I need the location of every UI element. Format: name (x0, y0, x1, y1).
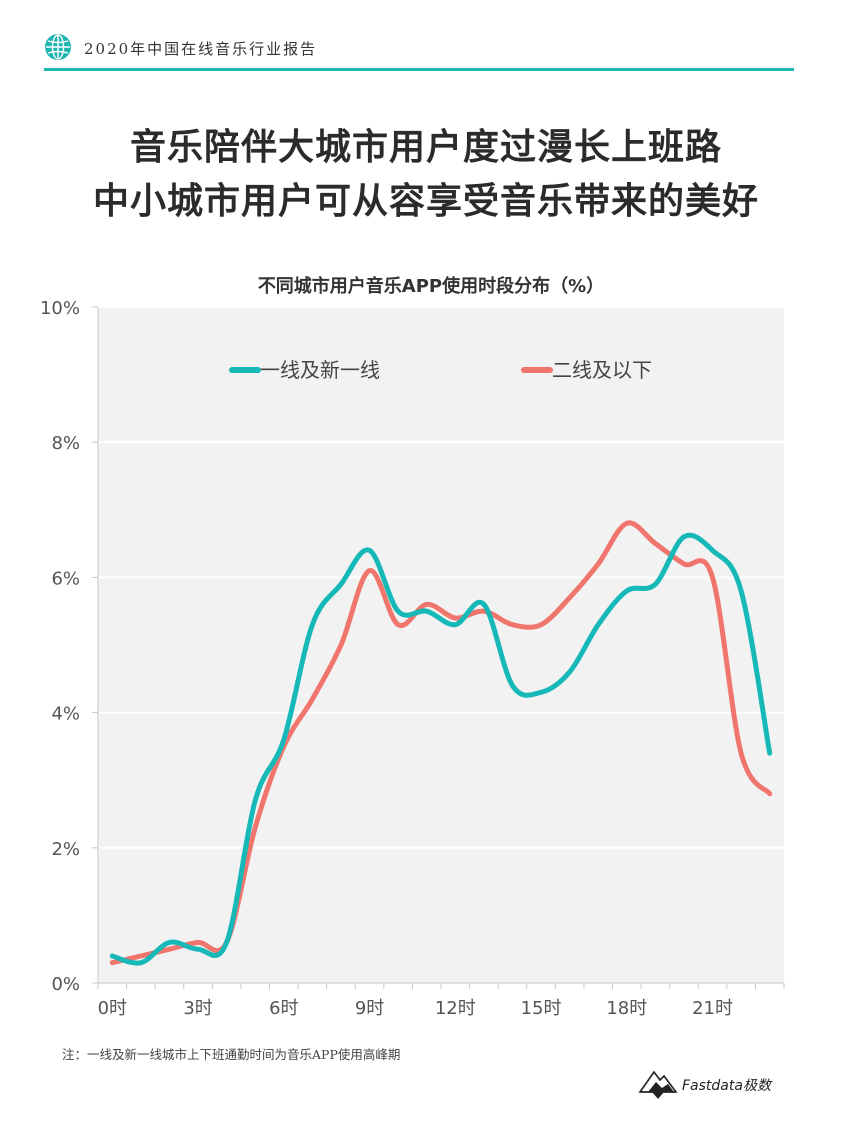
headline-line-1: 音乐陪伴大城市用户度过漫长上班路 (129, 127, 722, 168)
y-tick-label: 2% (51, 839, 80, 860)
x-tick-label: 6时 (269, 998, 298, 1019)
fastdata-logo: Fastdata极数 (638, 1066, 798, 1102)
line-chart: 0% 2% 4% 6% 8% 10% 0时 3时 6时 9时 12时 15时 18时 21时 一线及新一线 二… (40, 298, 785, 1019)
globe-icon (45, 34, 71, 60)
plot-area (98, 307, 784, 983)
series-line-0 (109, 532, 773, 966)
y-tick-label: 6% (51, 568, 80, 589)
x-tick-label: 3时 (183, 998, 212, 1019)
header-divider (44, 68, 794, 71)
footnote: 注：一线及新一线城市上下班通勤时间为音乐APP使用高峰期 (62, 1047, 401, 1062)
x-tick-label: 21时 (692, 998, 733, 1019)
headline-line-2: 中小城市用户可从容享受音乐带来的美好 (92, 181, 759, 222)
x-tick-label: 15时 (521, 998, 562, 1019)
chart-title: 不同城市用户音乐APP使用时段分布（%） (257, 276, 605, 297)
x-tick-label: 12时 (435, 998, 476, 1019)
y-tick-label: 0% (51, 974, 80, 995)
mountain-logo-icon (638, 1070, 678, 1099)
legend-label-0: 一线及新一线 (260, 358, 380, 382)
report-title: 2020年中国在线音乐行业报告 (84, 40, 318, 58)
x-tick-label: 18时 (606, 998, 647, 1019)
logo-text: Fastdata极数 (682, 1078, 771, 1094)
report-header: 2020年中国在线音乐行业报告 (44, 30, 794, 70)
x-tick-label: 0时 (98, 998, 127, 1019)
y-tick-label: 10% (40, 298, 80, 319)
y-tick-label: 4% (51, 704, 80, 725)
legend-label-1: 二线及以下 (552, 358, 652, 382)
y-tick-label: 8% (51, 433, 80, 454)
x-tick-label: 9时 (355, 998, 384, 1019)
